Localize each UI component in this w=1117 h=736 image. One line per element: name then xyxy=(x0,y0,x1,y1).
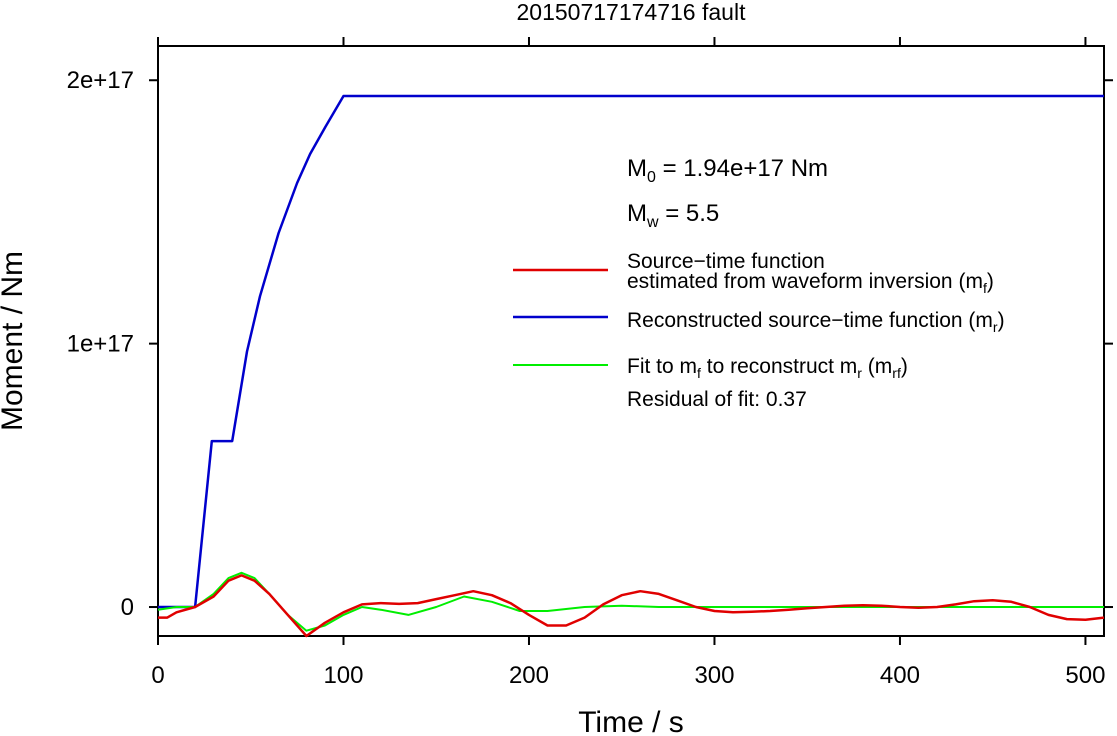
m0-subscript: 0 xyxy=(647,169,656,186)
x-tick-label: 400 xyxy=(880,662,920,689)
y-tick-label: 1e+17 xyxy=(67,331,134,358)
mw-value: = 5.5 xyxy=(659,200,720,227)
x-axis-label: Time / s xyxy=(578,706,684,736)
m0-value: = 1.94e+17 Nm xyxy=(656,155,828,182)
m0-main: M xyxy=(627,155,647,182)
series-mf-line xyxy=(158,574,1105,638)
x-tick-label: 300 xyxy=(694,662,734,689)
legend-label-mf-line2: estimated from waveform inversion (mf) xyxy=(627,270,994,296)
x-tick-label: 500 xyxy=(1065,662,1105,689)
tick-layer: 0 100 200 300 400 500 0 1e+17 2e+17 xyxy=(67,37,1113,689)
y-tick-label: 2e+17 xyxy=(67,67,134,94)
x-tick-label: 100 xyxy=(323,662,363,689)
seismic-moment-annotation: M0 = 1.94e+17 Nm xyxy=(627,155,828,186)
legend-label-mr: Reconstructed source−time function (mr) xyxy=(627,309,1005,335)
chart-title: 20150717174716 fault xyxy=(517,0,747,25)
x-tick-label: 200 xyxy=(509,662,549,689)
legend-label-mf-line1: Source−time function xyxy=(627,250,825,273)
mw-main: M xyxy=(627,200,647,227)
plot-frame xyxy=(157,45,1105,637)
y-axis-label: Moment / Nm xyxy=(0,251,29,431)
mw-subscript: w xyxy=(646,214,659,231)
residual-annotation: Residual of fit: 0.37 xyxy=(627,388,807,411)
x-tick-label: 0 xyxy=(151,662,164,689)
series-mr-line xyxy=(158,94,1104,609)
legend-label-mrf: Fit to mf to reconstruct mr (mrf) xyxy=(627,355,908,381)
series-layer xyxy=(157,94,1105,638)
legend: Source−time function estimated from wave… xyxy=(513,250,1005,411)
y-tick-label: 0 xyxy=(121,594,134,621)
series-mrf-line xyxy=(157,571,1104,632)
moment-magnitude-annotation: Mw = 5.5 xyxy=(627,200,719,231)
